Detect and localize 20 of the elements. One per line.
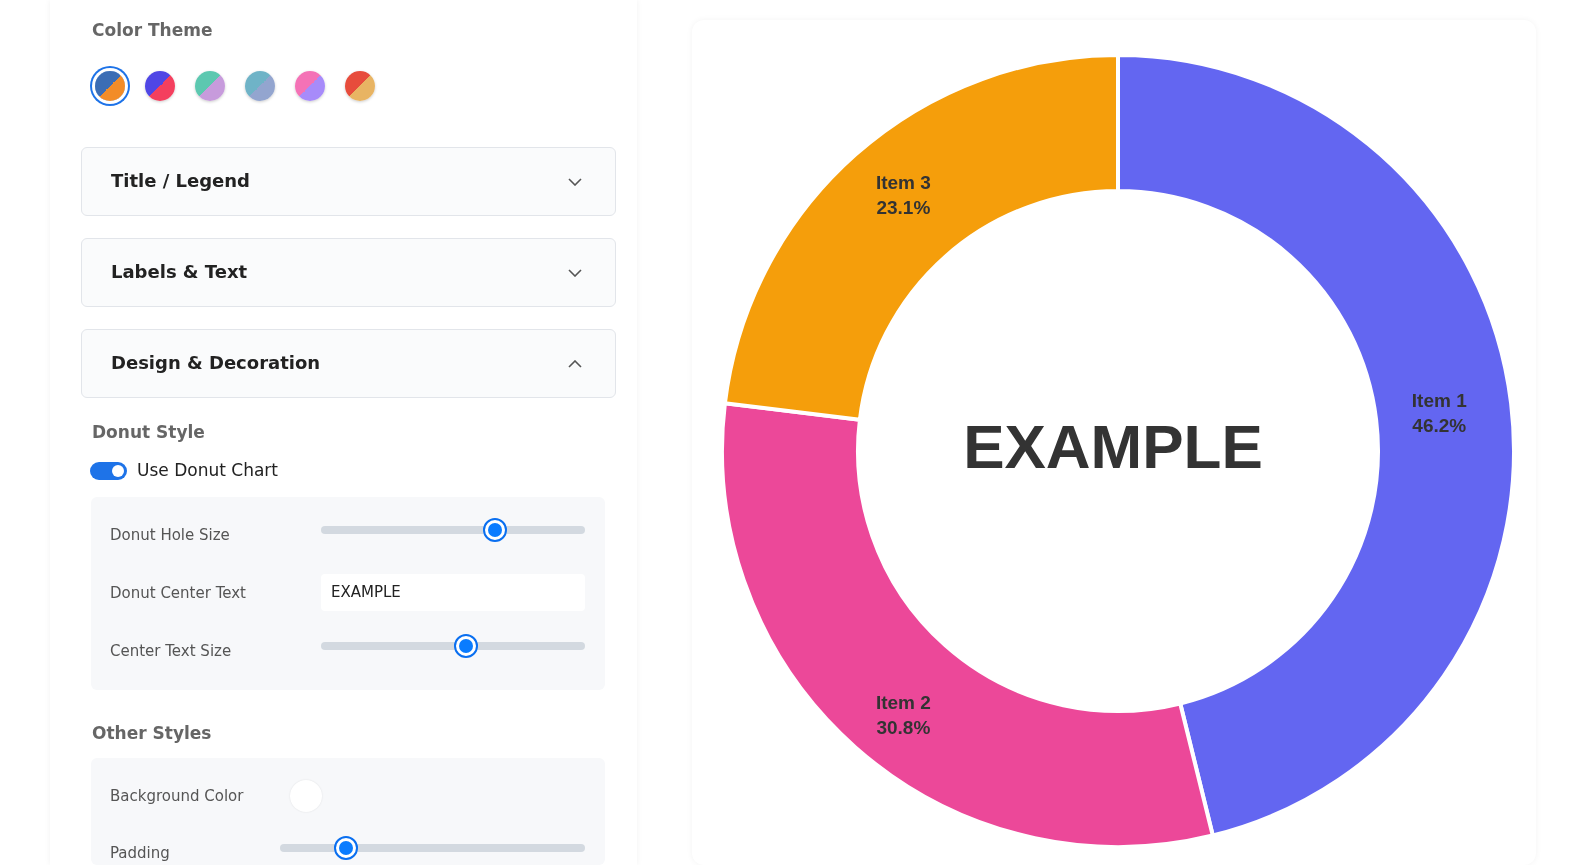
text: Center Text Size — [110, 642, 232, 660]
text: Use Donut Chart — [137, 460, 278, 480]
slice-label: Item 2 — [875, 692, 931, 714]
data-label: 30.8% — [876, 717, 931, 739]
text: Color Theme — [92, 20, 213, 40]
text: Donut Hole Size — [110, 526, 230, 544]
text: Labels & Text — [111, 261, 248, 282]
slice-label: Item 3 — [875, 171, 931, 193]
text: EXAMPLE — [963, 412, 1263, 481]
text: Donut Center Text — [110, 584, 246, 602]
text: Design & Decoration — [111, 352, 321, 373]
text: Other Styles — [92, 723, 212, 743]
text: Donut Style — [92, 422, 205, 442]
data-label: 23.1% — [876, 196, 931, 218]
slice-label: Item 1 — [1411, 390, 1468, 412]
text: EXAMPLE — [331, 583, 401, 601]
text: Background Color — [110, 787, 244, 805]
data-label: 46.2% — [1412, 415, 1467, 437]
text: Title / Legend — [111, 170, 251, 191]
text: Padding — [110, 844, 170, 862]
